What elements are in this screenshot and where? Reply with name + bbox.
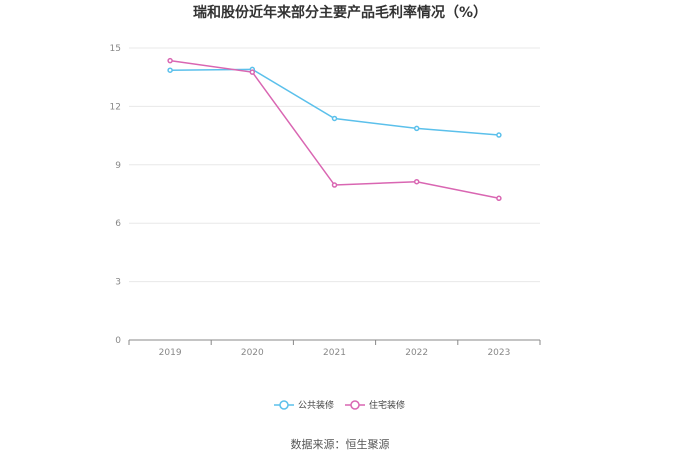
data-point bbox=[167, 57, 173, 64]
legend-swatch-marker bbox=[279, 400, 289, 410]
x-tick-label: 2019 bbox=[159, 348, 182, 358]
data-point bbox=[167, 67, 173, 73]
legend-label: 公共装修 bbox=[298, 399, 334, 411]
x-tick-label: 2021 bbox=[323, 348, 346, 358]
y-tick-label: 0 bbox=[115, 336, 121, 346]
data-point bbox=[249, 69, 256, 75]
data-source: 数据来源：恒生聚源 bbox=[290, 438, 390, 451]
data-point bbox=[331, 115, 338, 122]
series-line-2 bbox=[169, 59, 500, 200]
x-tick-label: 2020 bbox=[241, 348, 264, 358]
legend-swatch-marker bbox=[350, 400, 360, 410]
chart-title: 瑞和股份近年来部分主要产品毛利率情况（%） bbox=[192, 5, 488, 21]
legend-label: 住宅装修 bbox=[369, 399, 405, 411]
y-tick-label: 15 bbox=[110, 44, 121, 54]
x-tick-label: 2022 bbox=[405, 348, 428, 358]
series-line-1 bbox=[170, 68, 499, 136]
data-point bbox=[413, 178, 420, 185]
data-point bbox=[331, 182, 338, 188]
y-tick-label: 3 bbox=[115, 278, 121, 288]
data-point bbox=[496, 132, 502, 138]
data-point bbox=[413, 125, 420, 132]
y-tick-label: 12 bbox=[110, 102, 121, 112]
y-tick-label: 6 bbox=[115, 219, 121, 229]
data-point bbox=[496, 195, 502, 202]
x-tick-label: 2023 bbox=[487, 348, 510, 358]
y-tick-label: 9 bbox=[115, 161, 121, 171]
